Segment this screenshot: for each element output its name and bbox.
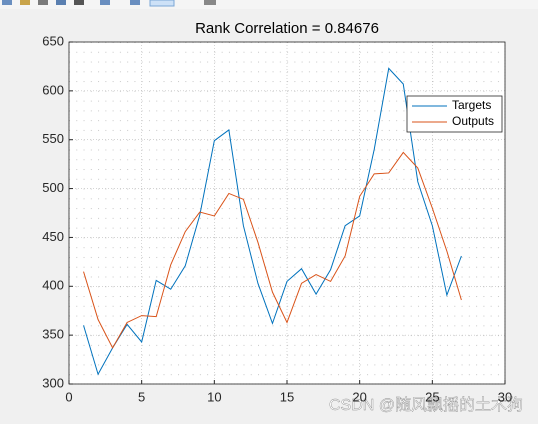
y-tick-label: 400 xyxy=(42,278,64,293)
y-tick-label: 600 xyxy=(42,82,64,97)
y-tick-label: 300 xyxy=(42,375,64,390)
x-tick-label: 5 xyxy=(138,389,145,404)
chart-title: Rank Correlation = 0.84676 xyxy=(195,20,379,37)
series-line xyxy=(83,151,462,349)
x-tick-label: 25 xyxy=(425,389,439,404)
y-tick-label: 500 xyxy=(42,180,64,195)
y-tick-label: 350 xyxy=(42,327,64,342)
legend-label: Outputs xyxy=(452,114,494,128)
x-tick-label: 10 xyxy=(207,389,221,404)
series-line xyxy=(83,67,462,376)
toolbar xyxy=(0,0,538,9)
y-tick-label: 450 xyxy=(42,229,64,244)
legend-label: Targets xyxy=(452,98,491,112)
y-tick-label: 550 xyxy=(42,131,64,146)
y-tick-label: 650 xyxy=(42,33,64,48)
x-tick-label: 15 xyxy=(280,389,294,404)
x-tick-label: 0 xyxy=(65,389,72,404)
x-tick-label: 30 xyxy=(498,389,512,404)
x-tick-label: 20 xyxy=(352,389,366,404)
legend-box xyxy=(406,95,503,133)
toolbar-icons xyxy=(2,0,216,7)
watermark: CSDN @随风飘摇的土木狗 xyxy=(329,396,523,414)
